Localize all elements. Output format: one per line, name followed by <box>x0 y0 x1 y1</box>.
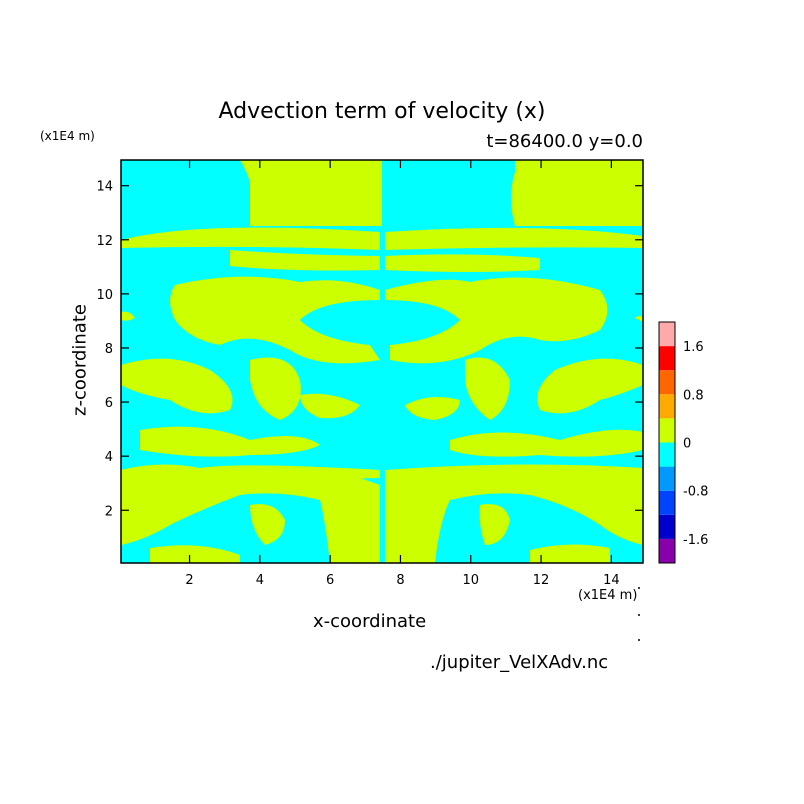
x-tick-label: 8 <box>396 573 404 588</box>
colorbar-swatch <box>659 370 675 395</box>
colorbar: -1.6 -0.8 0 0.8 1.6 <box>658 321 708 564</box>
field-region-positive <box>230 250 380 271</box>
colorbar-swatch <box>659 346 675 371</box>
field-region-positive <box>121 227 380 250</box>
field-region-positive <box>479 504 510 545</box>
field-region-positive <box>250 357 301 420</box>
field-region-positive <box>405 396 460 420</box>
marker-dot <box>638 639 640 641</box>
y-tick-label: 6 <box>105 396 113 411</box>
colorbar-tick-label: 1.6 <box>683 340 704 355</box>
colorbar-swatch <box>659 466 675 491</box>
colorbar-swatch <box>659 394 675 419</box>
y-tick-label: 8 <box>105 342 113 357</box>
y-tick-label: 14 <box>96 180 113 195</box>
field-region-positive <box>385 470 643 563</box>
marker-dot <box>638 587 640 589</box>
chart-subtitle: t=86400.0 y=0.0 <box>486 131 643 152</box>
y-tick-label: 4 <box>105 450 113 465</box>
colorbar-tick-label: 0 <box>683 437 691 452</box>
field-region-positive <box>385 254 540 272</box>
x-tick-label: 4 <box>256 573 264 588</box>
colorbar-frame <box>658 321 676 564</box>
x-tick-label: 14 <box>603 573 620 588</box>
x-tick-label: 2 <box>185 573 193 588</box>
field-region-positive <box>150 545 240 563</box>
field-region-positive <box>170 276 380 364</box>
colorbar-tick-label: 0.8 <box>683 388 704 403</box>
field-region-positive <box>121 311 135 321</box>
chart-title: Advection term of velocity (x) <box>218 99 546 124</box>
field-region-positive <box>530 544 610 563</box>
x-tick-label: 10 <box>462 573 479 588</box>
colorbar-swatch <box>659 442 675 467</box>
y-tick-label: 2 <box>105 504 113 519</box>
plot-frame <box>120 159 644 564</box>
field-region-positive <box>121 358 233 414</box>
field-region-positive <box>385 277 608 364</box>
x-axis-unit: (x1E4 m) <box>578 588 638 603</box>
y-tick-label: 12 <box>96 234 113 249</box>
colorbar-tick-label: -0.8 <box>683 485 708 500</box>
field-regions <box>121 160 643 563</box>
colorbar-swatch <box>659 322 675 347</box>
x-axis-label: x-coordinate <box>313 611 427 632</box>
field-region-positive <box>121 471 380 563</box>
field-region-positive <box>240 160 382 226</box>
field-region-positive <box>300 393 360 419</box>
field-region-positive <box>385 227 643 250</box>
x-tick-label: 12 <box>533 573 550 588</box>
x-tick-label: 6 <box>326 573 334 588</box>
field-region-positive <box>121 464 380 481</box>
field-region-positive <box>385 464 643 481</box>
colorbar-swatch <box>659 418 675 443</box>
y-tick-label: 10 <box>96 288 113 303</box>
x-axis-ticks: 2 4 6 8 10 12 14 <box>185 160 620 588</box>
source-filename: ./jupiter_VelXAdv.nc <box>430 652 609 673</box>
y-axis-unit: (x1E4 m) <box>40 129 95 143</box>
colorbar-swatch <box>659 490 675 515</box>
colorbar-tick-label: -1.6 <box>683 533 708 548</box>
field-region-positive <box>635 315 643 322</box>
colorbar-swatch <box>659 538 675 563</box>
field-region-positive <box>465 357 510 420</box>
field-region-positive <box>511 160 643 226</box>
field-region-positive <box>537 358 643 414</box>
field-region-positive <box>140 426 320 457</box>
y-axis-ticks: 2 4 6 8 10 12 14 <box>96 180 643 519</box>
field-region-positive <box>450 429 643 457</box>
field-region-positive <box>380 226 385 563</box>
field-region-positive <box>250 504 285 545</box>
marker-dot <box>638 614 640 616</box>
colorbar-swatch <box>659 514 675 539</box>
